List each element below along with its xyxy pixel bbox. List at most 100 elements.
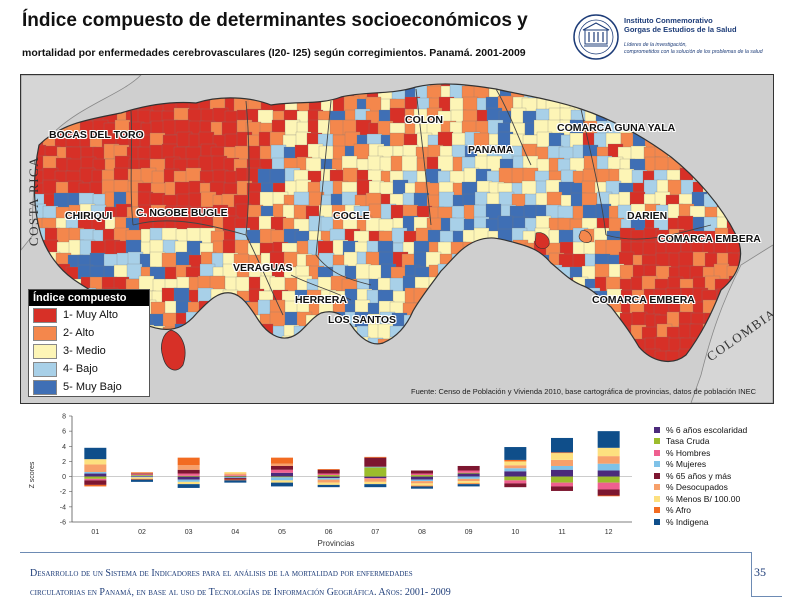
corregimiento-cell bbox=[173, 287, 190, 304]
chart-x-tick-label: 06 bbox=[325, 529, 333, 536]
map-legend: Índice compuesto 1- Muy Alto 2- Alto 3- Me… bbox=[28, 289, 150, 397]
chart-bar-segment bbox=[457, 472, 480, 474]
chart-bar-segment bbox=[364, 467, 387, 477]
corregimiento-cell bbox=[630, 145, 647, 162]
chart-bar-segment bbox=[177, 476, 200, 480]
chart-y-tick-label: -6 bbox=[60, 520, 66, 527]
chart-bar-segment bbox=[364, 457, 387, 467]
chart-y-tick-label: 8 bbox=[62, 414, 66, 421]
chart-bar-segment bbox=[364, 481, 387, 485]
legend-swatch bbox=[33, 361, 57, 377]
chart-bar-segment bbox=[84, 473, 107, 477]
chart-bar-segment bbox=[224, 476, 247, 478]
chart-bar-segment bbox=[131, 473, 153, 475]
corregimiento-cell bbox=[678, 251, 695, 268]
chart-x-tick-label: 09 bbox=[465, 529, 473, 536]
chart-bar-segment bbox=[551, 459, 573, 466]
footer-caption: Desarrollo de un Sistema de Indicadores … bbox=[30, 568, 451, 598]
chart-bar-segment bbox=[364, 484, 387, 488]
chart-legend-label: % Indigena bbox=[666, 516, 709, 527]
corregimiento-cell bbox=[53, 192, 70, 209]
legend-item: 4- Bajo bbox=[29, 360, 149, 378]
corregimiento-cell bbox=[270, 144, 287, 161]
chart-x-tick-label: 07 bbox=[371, 529, 379, 536]
chart-bar-segment bbox=[271, 472, 293, 477]
corregimiento-cell bbox=[234, 239, 251, 256]
corregimiento-cell bbox=[642, 241, 659, 258]
chart-legend-swatch bbox=[654, 461, 660, 468]
chart-bar-segment bbox=[177, 473, 200, 476]
chart-bar-segment bbox=[504, 471, 527, 477]
chart-bar-segment bbox=[597, 463, 620, 471]
legend-item: 1- Muy Alto bbox=[29, 306, 149, 324]
chart-x-tick-label: 10 bbox=[511, 529, 519, 536]
corregimiento-cell bbox=[582, 204, 599, 221]
chart-y-tick-label: -4 bbox=[60, 504, 66, 511]
corregimiento-cell bbox=[343, 95, 360, 112]
chart-bar-segment bbox=[597, 470, 620, 477]
legend-item: 2- Alto bbox=[29, 324, 149, 342]
chart-legend-swatch bbox=[654, 449, 660, 456]
chart-bar-segment bbox=[551, 453, 573, 460]
corregimiento-cell bbox=[198, 155, 215, 172]
chart-legend-swatch bbox=[654, 438, 660, 445]
chart-bar-segment bbox=[224, 477, 247, 479]
chart-bar-segment bbox=[551, 482, 573, 487]
chart-bar-segment bbox=[597, 495, 620, 497]
corregimiento-cell bbox=[462, 96, 479, 113]
chart-bar-segment bbox=[224, 472, 247, 474]
chart-legend-label: % Afro bbox=[666, 505, 692, 516]
chart-x-tick-label: 12 bbox=[605, 529, 613, 536]
chart-legend-swatch bbox=[654, 495, 660, 502]
chart-bar-segment bbox=[84, 480, 107, 485]
chart-legend-item: % 65 años y más bbox=[654, 470, 789, 482]
chart-bar-segment bbox=[177, 481, 200, 485]
chart-bar-segment bbox=[317, 484, 340, 488]
chart-xlabel: Provincias bbox=[318, 539, 355, 548]
footer-divider bbox=[20, 552, 751, 553]
corregimiento-cell bbox=[185, 167, 202, 184]
institution-tagline: Líderes de la investigación, comprometid… bbox=[624, 42, 763, 55]
corregimiento-cell bbox=[329, 119, 346, 136]
corregimiento-cell bbox=[389, 107, 406, 124]
chart-bar-segment bbox=[457, 478, 480, 482]
chart-x-tick-label: 03 bbox=[185, 529, 193, 536]
chart-bar-segment bbox=[131, 479, 153, 482]
chart-legend: % 6 años escolaridad Tasa Cruda% Hombres%… bbox=[654, 424, 789, 528]
chart-bar-segment bbox=[131, 475, 153, 477]
chart-bar-segment bbox=[597, 476, 620, 483]
chart-bar-segment bbox=[84, 459, 107, 465]
chart-bar-segment bbox=[411, 470, 433, 474]
chart-bar-segment bbox=[504, 468, 527, 472]
chart-bar-segment bbox=[177, 479, 200, 482]
corregimiento-cell bbox=[269, 131, 286, 148]
legend-swatch bbox=[33, 343, 57, 359]
legend-swatch bbox=[33, 307, 57, 323]
chart-bar-segment bbox=[271, 457, 293, 464]
chart-bar-segment bbox=[317, 476, 340, 479]
chart-bar-segment bbox=[504, 465, 527, 469]
chart-canvas: Z scores Provincias 8 6 4 2 0 -2 -4 -6 01 02 03 04 0… bbox=[29, 414, 632, 548]
chart-bar-segment bbox=[551, 486, 573, 491]
chart-y-tick-label: 0 bbox=[62, 474, 66, 481]
chart-bar-segment bbox=[84, 447, 107, 460]
chart-bar-segment bbox=[504, 461, 527, 466]
legend-swatch bbox=[33, 379, 57, 395]
chart-legend-label: % 65 años y más bbox=[666, 470, 732, 481]
chart-bar-segment bbox=[84, 478, 107, 481]
map-label-comarca-embera-1: COMARCA EMBERA bbox=[658, 233, 761, 245]
chart-bar-segment bbox=[457, 465, 480, 471]
chart-bar-segment bbox=[271, 482, 293, 487]
legend-label: 3- Medio bbox=[63, 345, 106, 357]
corregimiento-cell bbox=[42, 179, 59, 196]
corregimiento-cell bbox=[293, 191, 310, 208]
chart-legend-item: % Indigena bbox=[654, 516, 789, 528]
chart-y-tick-label: 4 bbox=[62, 444, 66, 451]
chart-bar-segment bbox=[84, 464, 107, 473]
chart-bar-segment bbox=[177, 465, 200, 470]
chart-bar-segment bbox=[317, 478, 340, 480]
map-label-herrera: HERRERA bbox=[295, 294, 347, 306]
chart-legend-label: % 6 años escolaridad bbox=[666, 424, 748, 435]
chart-bar-segment bbox=[597, 431, 620, 448]
chart-bar-segment bbox=[271, 477, 293, 481]
